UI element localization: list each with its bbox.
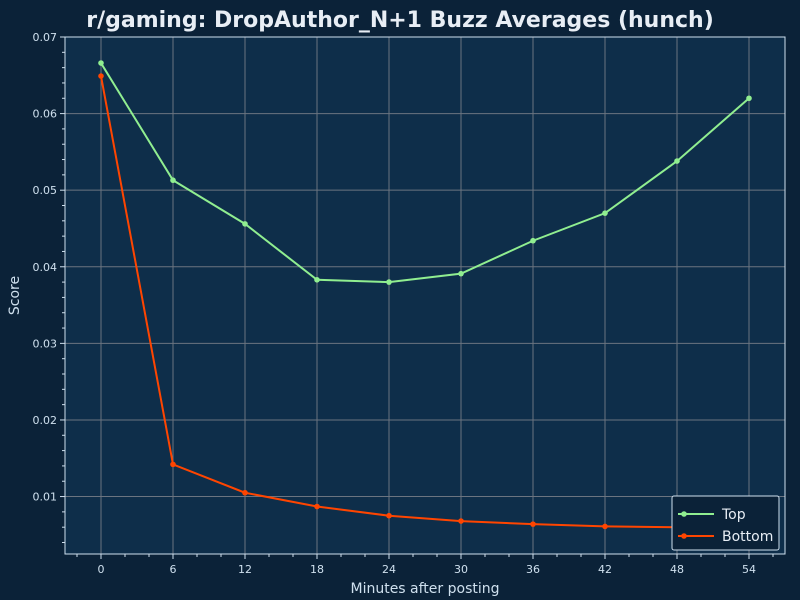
x-tick-label: 6	[170, 563, 177, 576]
y-ticks: 0.01 0.02 0.03 0.04 0.05 0.06 0.07	[33, 31, 65, 544]
data-point-top	[242, 221, 248, 227]
data-point-bottom	[458, 518, 464, 524]
y-tick-label: 0.05	[33, 184, 58, 197]
data-point-bottom	[530, 521, 536, 527]
y-tick-label: 0.06	[33, 108, 58, 121]
data-point-bottom	[170, 461, 176, 468]
data-point-bottom	[242, 489, 248, 496]
data-point-bottom	[386, 512, 392, 519]
x-tick-label: 18	[310, 563, 324, 576]
x-tick-label: 48	[670, 563, 684, 576]
x-tick-label: 0	[98, 563, 105, 576]
y-tick-label: 0.01	[33, 491, 58, 504]
data-point-top	[674, 158, 680, 164]
chart-title: r/gaming: DropAuthor_N+1 Buzz Averages (…	[86, 8, 714, 33]
x-tick-label: 24	[382, 563, 396, 576]
data-point-top	[98, 60, 104, 66]
legend-marker	[681, 533, 687, 539]
data-point-top	[746, 95, 752, 102]
x-tick-label: 30	[454, 563, 468, 576]
y-tick-label: 0.02	[33, 414, 58, 427]
data-point-top	[314, 276, 320, 283]
legend-label: Top	[721, 507, 746, 523]
series-line-bottom	[100, 75, 750, 529]
x-tick-label: 12	[238, 563, 252, 576]
data-point-bottom	[98, 73, 104, 79]
data-point-top	[458, 270, 464, 277]
data-point-top	[386, 279, 392, 285]
plot-frame	[64, 36, 786, 555]
data-point-top	[530, 237, 536, 244]
legend-marker	[681, 511, 687, 517]
legend: Top Bottom	[671, 495, 780, 551]
data-point-bottom	[314, 503, 320, 510]
x-tick-label: 54	[742, 563, 756, 576]
x-ticks: 0 6 12 18 24 30 36 42 48 54	[76, 554, 774, 576]
legend-label: Bottom	[722, 529, 773, 545]
y-tick-label: 0.04	[33, 261, 58, 274]
y-tick-label: 0.07	[33, 31, 58, 44]
data-point-top	[602, 210, 608, 216]
x-tick-label: 36	[526, 563, 540, 576]
plot-area	[65, 37, 785, 554]
axes	[64, 36, 786, 555]
grid	[65, 36, 785, 554]
data-point-bottom	[602, 523, 608, 530]
series-line-top	[100, 62, 750, 284]
y-axis-label: Score	[7, 276, 23, 315]
y-tick-label: 0.03	[33, 337, 58, 350]
x-axis-label: Minutes after posting	[350, 581, 499, 597]
data-point-top	[170, 177, 176, 184]
x-tick-label: 42	[598, 563, 612, 576]
